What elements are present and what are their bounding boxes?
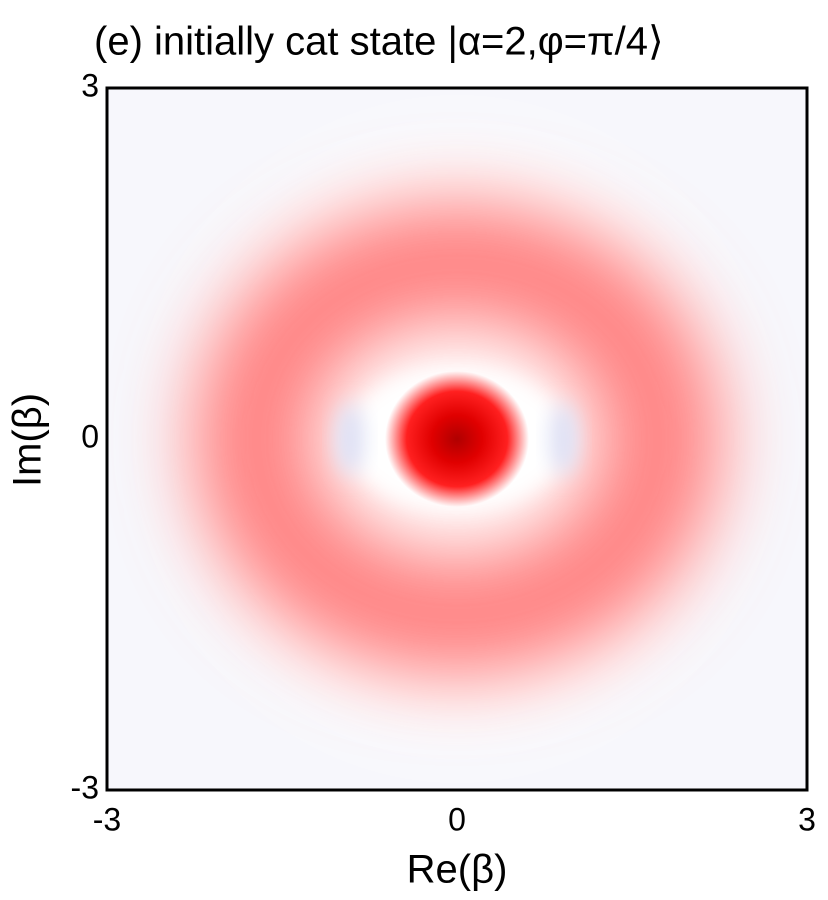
negative-lobe bbox=[550, 403, 578, 475]
density-map bbox=[107, 88, 807, 790]
x-axis-label: Re(β) bbox=[407, 848, 508, 892]
x-tick-label: -3 bbox=[93, 801, 121, 837]
central-peak bbox=[385, 371, 529, 507]
y-tick-label: 3 bbox=[81, 67, 99, 103]
x-tick-label: 3 bbox=[798, 801, 816, 837]
plot-frame bbox=[105, 86, 809, 792]
y-axis-label: Im(β) bbox=[6, 393, 50, 487]
negative-lobe bbox=[336, 403, 364, 475]
outer-ring bbox=[192, 201, 722, 677]
y-tick-label: 0 bbox=[81, 418, 99, 454]
x-tick-label: 0 bbox=[448, 801, 466, 837]
chart-title: (e) initially cat state |α=2,φ=π/4⟩ bbox=[94, 20, 664, 64]
y-tick-label: -3 bbox=[71, 769, 99, 805]
